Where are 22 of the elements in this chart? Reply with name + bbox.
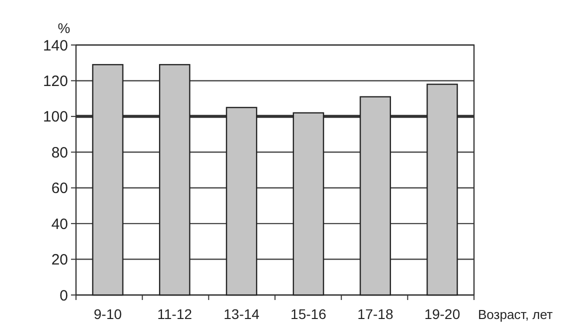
y-tick-label: 0 bbox=[60, 287, 68, 304]
x-tick-label: 19-20 bbox=[424, 306, 460, 322]
y-tick-label: 100 bbox=[42, 108, 68, 126]
bar bbox=[292, 112, 324, 296]
x-tick-label: 17-18 bbox=[357, 306, 394, 322]
y-tick-label: 140 bbox=[42, 37, 68, 54]
y-tick-label: 60 bbox=[51, 180, 68, 198]
bar bbox=[226, 106, 258, 296]
bar bbox=[92, 64, 124, 296]
y-tick-label: 20 bbox=[51, 252, 68, 269]
x-tick-label: 11-12 bbox=[157, 306, 192, 322]
y-axis-title: % bbox=[58, 20, 70, 36]
y-tick-label: 120 bbox=[42, 72, 68, 90]
bar bbox=[360, 96, 391, 296]
bar bbox=[426, 84, 458, 296]
x-tick-label: 9-10 bbox=[94, 306, 122, 322]
y-tick-label: 40 bbox=[51, 216, 68, 233]
x-axis-title: Возраст, лет bbox=[478, 307, 553, 322]
x-tick-label: 15-16 bbox=[290, 306, 327, 322]
y-tick-label: 80 bbox=[51, 144, 68, 162]
x-tick-label: 13-14 bbox=[224, 306, 260, 322]
bar bbox=[159, 64, 190, 296]
